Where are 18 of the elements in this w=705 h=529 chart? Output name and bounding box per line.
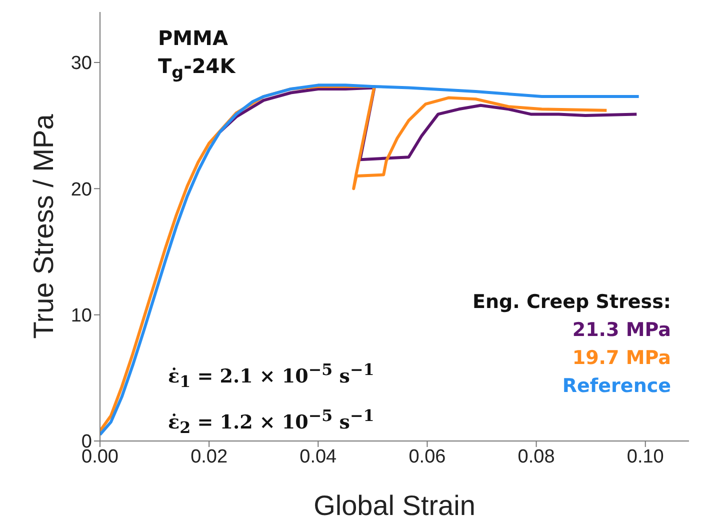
text: 21.3 MPa (571, 318, 671, 343)
annotation: ε̇$_{1}$ = 2.1 × 10$^{−5}$ s$^{−1}$ (168, 359, 374, 394)
x-axis-title: Global Strain (314, 490, 476, 521)
y-tick-label: 10 (70, 306, 92, 327)
x-tick-label: 0.10 (626, 446, 664, 468)
legend-title: Eng. Creep Stress: (472, 290, 671, 315)
x-tick-label: 0.06 (408, 446, 446, 468)
text: T$_{g}$-24K (158, 53, 236, 84)
y-tick-label: 30 (70, 53, 92, 74)
x-tick-label: 0.02 (190, 446, 228, 468)
y-axis-title: True Stress / MPa (28, 114, 59, 339)
text: Reference (561, 374, 671, 399)
x-tick-label: 0.04 (300, 446, 338, 468)
x-tick-label: 0.08 (518, 446, 555, 468)
text: PMMA (158, 25, 229, 52)
y-tick-label: 20 (70, 179, 92, 200)
annotation: ε̇$_{2}$ = 1.2 × 10$^{−5}$ s$^{−1}$ (168, 405, 374, 440)
text: 19.7 MPa (571, 346, 671, 371)
